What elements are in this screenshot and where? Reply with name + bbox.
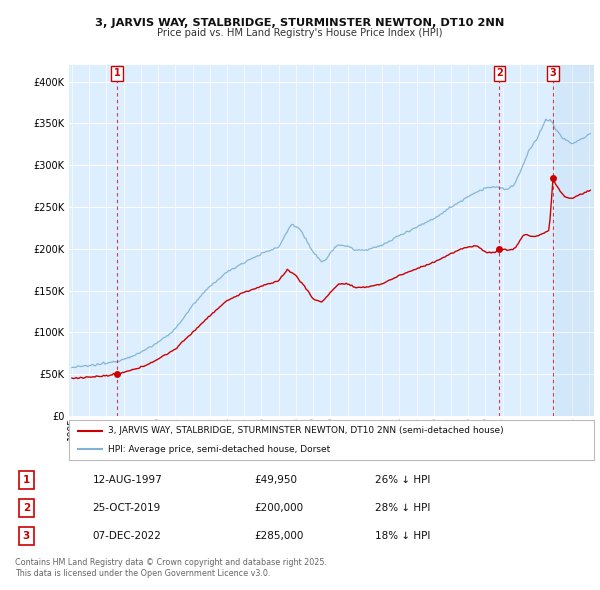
Text: Contains HM Land Registry data © Crown copyright and database right 2025.
This d: Contains HM Land Registry data © Crown c… [15, 558, 327, 578]
Text: £285,000: £285,000 [254, 531, 303, 541]
Text: 1: 1 [23, 475, 30, 485]
Text: 3: 3 [23, 531, 30, 541]
Text: 28% ↓ HPI: 28% ↓ HPI [375, 503, 430, 513]
Text: 07-DEC-2022: 07-DEC-2022 [92, 531, 161, 541]
Text: 18% ↓ HPI: 18% ↓ HPI [375, 531, 430, 541]
Text: 2: 2 [496, 68, 503, 78]
Text: 2: 2 [23, 503, 30, 513]
Text: 3, JARVIS WAY, STALBRIDGE, STURMINSTER NEWTON, DT10 2NN: 3, JARVIS WAY, STALBRIDGE, STURMINSTER N… [95, 18, 505, 28]
Text: 3, JARVIS WAY, STALBRIDGE, STURMINSTER NEWTON, DT10 2NN (semi-detached house): 3, JARVIS WAY, STALBRIDGE, STURMINSTER N… [109, 427, 504, 435]
Text: Price paid vs. HM Land Registry's House Price Index (HPI): Price paid vs. HM Land Registry's House … [157, 28, 443, 38]
Text: HPI: Average price, semi-detached house, Dorset: HPI: Average price, semi-detached house,… [109, 445, 331, 454]
Text: £49,950: £49,950 [254, 475, 297, 485]
Text: 12-AUG-1997: 12-AUG-1997 [92, 475, 163, 485]
Text: £200,000: £200,000 [254, 503, 303, 513]
Bar [553, 65, 594, 416]
Text: 3: 3 [550, 68, 556, 78]
Text: 1: 1 [113, 68, 121, 78]
Text: 26% ↓ HPI: 26% ↓ HPI [375, 475, 430, 485]
Text: 25-OCT-2019: 25-OCT-2019 [92, 503, 161, 513]
